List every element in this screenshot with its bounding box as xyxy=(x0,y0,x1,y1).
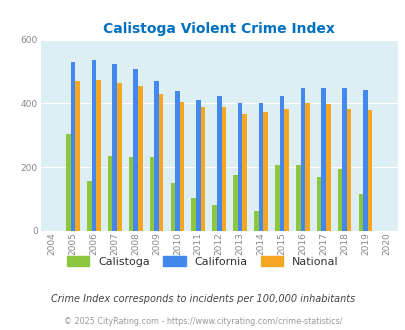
Bar xyxy=(337,169,341,231)
Bar xyxy=(300,88,305,231)
Bar xyxy=(325,104,330,231)
Bar xyxy=(295,165,300,231)
Bar xyxy=(221,107,226,231)
Bar xyxy=(128,157,133,231)
Bar xyxy=(108,156,112,231)
Bar xyxy=(87,181,92,231)
Bar xyxy=(321,88,325,231)
Bar xyxy=(117,82,121,231)
Bar xyxy=(274,165,279,231)
Legend: Calistoga, California, National: Calistoga, California, National xyxy=(67,256,338,267)
Bar xyxy=(70,62,75,231)
Bar xyxy=(258,103,263,231)
Bar xyxy=(346,109,351,231)
Title: Calistoga Violent Crime Index: Calistoga Violent Crime Index xyxy=(103,22,335,36)
Bar xyxy=(358,194,362,231)
Bar xyxy=(305,103,309,231)
Bar xyxy=(179,102,184,231)
Bar xyxy=(154,81,158,231)
Bar xyxy=(158,94,163,231)
Bar xyxy=(96,80,100,231)
Bar xyxy=(279,96,283,231)
Bar xyxy=(92,60,96,231)
Bar xyxy=(263,112,267,231)
Bar xyxy=(284,109,288,231)
Bar xyxy=(191,198,196,231)
Bar xyxy=(367,110,371,231)
Text: Crime Index corresponds to incidents per 100,000 inhabitants: Crime Index corresponds to incidents per… xyxy=(51,294,354,304)
Bar xyxy=(149,157,154,231)
Bar xyxy=(254,211,258,231)
Bar xyxy=(138,85,142,231)
Bar xyxy=(242,114,246,231)
Bar xyxy=(175,91,179,231)
Bar xyxy=(170,183,175,231)
Bar xyxy=(200,107,205,231)
Bar xyxy=(362,90,367,231)
Bar xyxy=(196,100,200,231)
Bar xyxy=(216,96,221,231)
Bar xyxy=(232,175,237,231)
Bar xyxy=(112,63,117,231)
Bar xyxy=(133,69,138,231)
Bar xyxy=(341,88,346,231)
Bar xyxy=(66,134,70,231)
Bar xyxy=(212,206,216,231)
Text: © 2025 CityRating.com - https://www.cityrating.com/crime-statistics/: © 2025 CityRating.com - https://www.city… xyxy=(64,317,341,326)
Bar xyxy=(75,81,80,231)
Bar xyxy=(237,103,242,231)
Bar xyxy=(316,177,321,231)
